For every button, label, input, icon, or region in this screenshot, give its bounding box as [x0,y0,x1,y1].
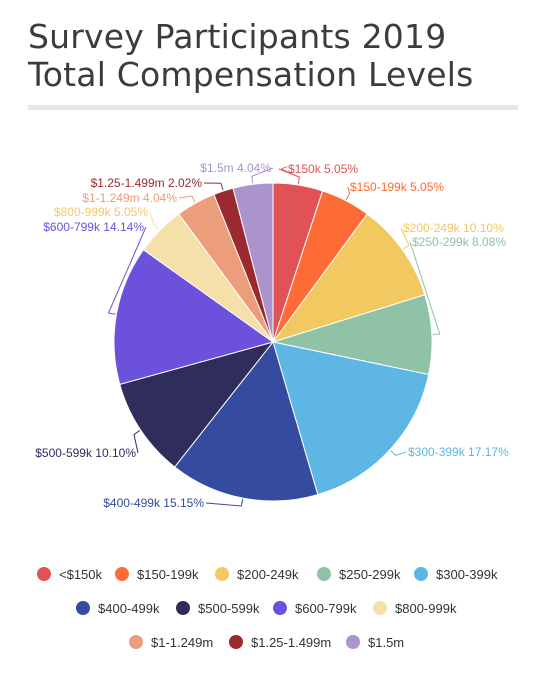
legend-item-400-499k: $400-499k [76,601,160,616]
pie-slice-300-399k [272,341,430,496]
pie-slice-400-499k [174,340,319,502]
callout-line-150-199k [345,186,351,201]
callout-label-500-599k: $500-599k 10.10% [35,446,136,460]
callout-line-250-299k [409,241,441,335]
legend-label-1-1-249m: $1-1.249m [151,635,213,650]
legend-label-500-599k: $500-599k [198,601,260,616]
pie-slice-500-599k [119,341,275,468]
legend-swatch-250-299k [317,567,331,581]
callout-label-1-1-249m: $1-1.249m 4.04% [82,191,177,205]
legend-label-800-999k: $800-999k [395,601,457,616]
legend-label-150-199k: $150-199k [137,567,199,582]
legend-swatch-1-25-1-499m [229,635,243,649]
pie-slices [113,182,433,502]
legend-label-150k: <$150k [59,567,103,582]
callout-line-400-499k [205,499,244,507]
pie-slice-600-799k [113,249,275,385]
callout-line-600-799k [107,226,147,315]
legend-item-250-299k: $250-299k [317,567,401,582]
pie-slice-1-5m [232,182,274,343]
callout-line-1-1-249m [178,195,196,203]
legend-swatch-300-399k [414,567,428,581]
legend-label-250-299k: $250-299k [339,567,401,582]
legend-label-600-799k: $600-799k [295,601,357,616]
legend-label-300-399k: $300-399k [436,567,498,582]
legend-item-1-5m: $1.5m [346,635,404,650]
callout-line-150k [278,168,300,185]
callout-label-1-25-1-499m: $1.25-1.499m 2.02% [91,176,203,190]
legend-item-200-249k: $200-249k [215,567,299,582]
title-line-1: Survey Participants 2019 [28,17,447,56]
callout-label-1-5m: $1.5m 4.04% [200,161,271,175]
legend-label-1-5m: $1.5m [368,635,404,650]
callout-label-200-249k: $200-249k 10.10% [403,221,504,235]
legend-item-600-799k: $600-799k [273,601,357,616]
callout-label-600-799k: $600-799k 14.14% [43,220,144,234]
callout-line-800-999k [149,211,160,231]
legend-item-800-999k: $800-999k [373,601,457,616]
legend-swatch-1-5m [346,635,360,649]
legend-item-1-1-249m: $1-1.249m [129,635,213,650]
callout-label-400-499k: $400-499k 15.15% [103,496,204,510]
callout-line-1-5m [251,167,274,184]
legend-swatch-150-199k [115,567,129,581]
legend-item-1-25-1-499m: $1.25-1.499m [229,635,331,650]
legend-swatch-800-999k [373,601,387,615]
title-divider [28,105,518,110]
callout-label-150k: <$150k 5.05% [281,162,358,176]
slice-callouts: <$150k 5.05% $150-199k 5.05% $200-249k 10.… [35,161,509,510]
legend-item-150k: <$150k [37,567,103,582]
legend-swatch-1-1-249m [129,635,143,649]
legend-swatch-200-249k [215,567,229,581]
callout-line-200-249k [400,227,410,250]
pie-slice-200-249k [271,213,426,343]
legend-swatch-600-799k [273,601,287,615]
callout-label-250-299k: $250-299k 8.08% [412,235,506,249]
legend-label-200-249k: $200-249k [237,567,299,582]
title-line-2: Total Compensation Levels [28,55,474,94]
callout-label-300-399k: $300-399k 17.17% [408,445,509,459]
legend-swatch-150k [37,567,51,581]
callout-line-1-25-1-499m [203,182,224,191]
legend-label-1-25-1-499m: $1.25-1.499m [251,635,331,650]
callout-label-800-999k: $800-999k 5.05% [54,205,148,219]
legend-item-500-599k: $500-599k [176,601,260,616]
legend-swatch-400-499k [76,601,90,615]
callout-line-500-599k [133,430,141,454]
legend-item-150-199k: $150-199k [115,567,199,582]
legend-item-300-399k: $300-399k [414,567,498,582]
legend-label-400-499k: $400-499k [98,601,160,616]
legend-swatch-500-599k [176,601,190,615]
callout-line-300-399k [390,450,407,456]
chart-legend: <$150k $150-199k $200-249k $250-299k $300-39… [37,567,498,650]
callout-label-150-199k: $150-199k 5.05% [350,180,444,194]
chart-title: Survey Participants 2019 Total Compensat… [28,18,528,94]
